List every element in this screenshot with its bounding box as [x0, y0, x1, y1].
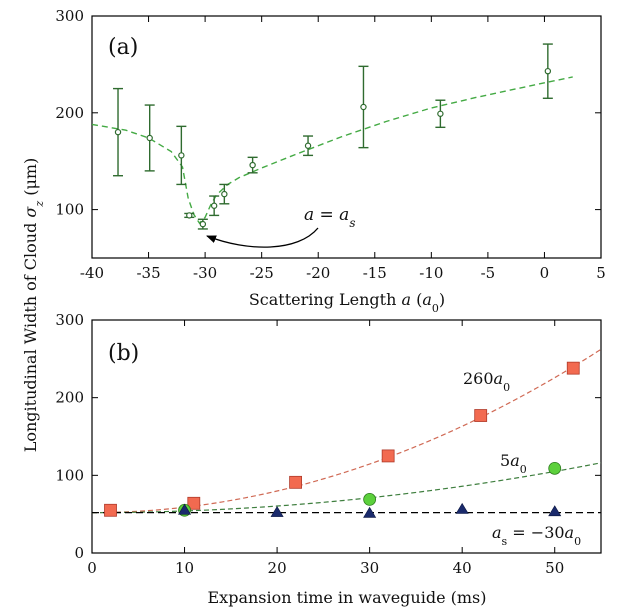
- panel-b-marker-square: [566, 361, 580, 375]
- panel-a-y-tick-label: 200: [55, 104, 84, 122]
- marker: [114, 128, 122, 136]
- panel-a-x-axis-label: Scattering Length a (a0): [249, 290, 445, 315]
- marker: [186, 212, 193, 219]
- panel-a-data-point: [184, 212, 195, 219]
- panel-b-fit-curve: [91, 348, 602, 514]
- annotation-text: a = as: [304, 205, 356, 230]
- panel-b-marker-square: [104, 503, 117, 517]
- marker: [178, 152, 185, 159]
- panel-a-y-tick-label: 100: [55, 201, 84, 219]
- panel-a-data-point: [435, 99, 446, 129]
- panel-a-y-tick-label: 300: [55, 7, 84, 25]
- panel-b-x-tick-label: 20: [268, 559, 287, 577]
- panel-b-fit-curve: [92, 462, 602, 514]
- panel-a-data-point: [358, 65, 369, 149]
- panel-b-marker-circle: [363, 493, 377, 506]
- series-label-260a0: 260a0: [463, 369, 510, 394]
- panel-a-fit-curve: [91, 76, 573, 225]
- panel-a-data-point: [247, 156, 258, 174]
- panel-a-x-tick-label: -25: [250, 264, 274, 282]
- marker: [304, 142, 312, 149]
- panel-b-marker-square: [289, 475, 303, 489]
- marker: [221, 190, 228, 198]
- series-label-as: as = −30a0: [492, 523, 581, 548]
- marker: [146, 134, 153, 142]
- panel-b-marker-square: [381, 449, 395, 463]
- panel-b-marker-triangle: [270, 506, 284, 517]
- panel-a-data-point: [219, 183, 230, 205]
- panel-b-marker-circle: [548, 461, 562, 475]
- panel-a-data-point: [144, 104, 155, 172]
- marker: [249, 161, 256, 169]
- panel-a-data-point: [303, 135, 314, 157]
- panel-a-x-tick-label: -30: [193, 264, 217, 282]
- marker: [544, 67, 552, 75]
- annotation-arrow: [206, 227, 319, 248]
- marker: [360, 103, 367, 111]
- panel-a-x-tick-label: -35: [136, 264, 160, 282]
- panel-b-marker-triangle: [455, 502, 469, 514]
- panel-b-x-tick-label: 30: [360, 559, 379, 577]
- panel-a: -40 -35 -30 -25 -20 -15 -10 -5 0 5 100 200 300 (a) S…: [55, 7, 605, 315]
- panel-a-x-tick-label: -5: [481, 264, 496, 282]
- panel-a-x-tick-label: 5: [596, 264, 606, 282]
- panel-b-marker-square: [474, 409, 488, 422]
- panel-b-marker-triangle: [178, 503, 192, 515]
- marker: [437, 110, 444, 117]
- marker: [199, 220, 207, 228]
- panel-a-x-tick-label: -15: [363, 264, 387, 282]
- panel-a-x-tick-label: -20: [306, 264, 330, 282]
- panel-a-frame: [91, 15, 602, 259]
- panel-b-x-tick-label: 10: [175, 559, 194, 577]
- panel-a-data-point: [113, 87, 124, 177]
- panel-b-label: (b): [108, 341, 139, 366]
- y-axis-label-group: Longitudinal Width of Cloud σz (μm): [21, 158, 46, 453]
- panel-b-x-tick-label: 40: [453, 559, 472, 577]
- series-label-5a0: 5a0: [500, 451, 527, 476]
- panel-b-x-tick-label: 50: [545, 559, 564, 577]
- panel-b-x-tick-label: 0: [87, 559, 97, 577]
- panel-b-frame: [91, 319, 602, 554]
- panel-a-data-point: [209, 195, 220, 217]
- panel-a-x-tick-label: 0: [540, 264, 550, 282]
- panel-a-x-tick-label: -40: [80, 264, 104, 282]
- panel-b-marker-square: [187, 496, 201, 510]
- panel-b-y-tick-label: 300: [55, 311, 84, 329]
- panel-a-data-point: [197, 218, 208, 230]
- panel-b: 0 10 20 30 40 50 0 100 200 300 (b) Expansion time…: [55, 311, 602, 607]
- panel-b-marker-triangle: [363, 506, 377, 518]
- panel-b-marker-triangle: [548, 505, 562, 517]
- panel-a-data-point: [176, 125, 187, 186]
- panel-a-label: (a): [108, 35, 138, 60]
- panel-b-x-axis-label: Expansion time in waveguide (ms): [208, 588, 487, 607]
- marker: [210, 202, 218, 209]
- panel-b-y-tick-label: 0: [74, 544, 84, 562]
- panel-a-data-point: [542, 43, 553, 99]
- panel-a-annotation: a = as: [206, 205, 356, 248]
- y-axis-label: Longitudinal Width of Cloud σz (μm): [21, 158, 46, 453]
- panel-b-y-tick-label: 100: [55, 466, 84, 484]
- panel-b-y-tick-label: 200: [55, 389, 84, 407]
- panel-a-x-tick-label: -10: [419, 264, 443, 282]
